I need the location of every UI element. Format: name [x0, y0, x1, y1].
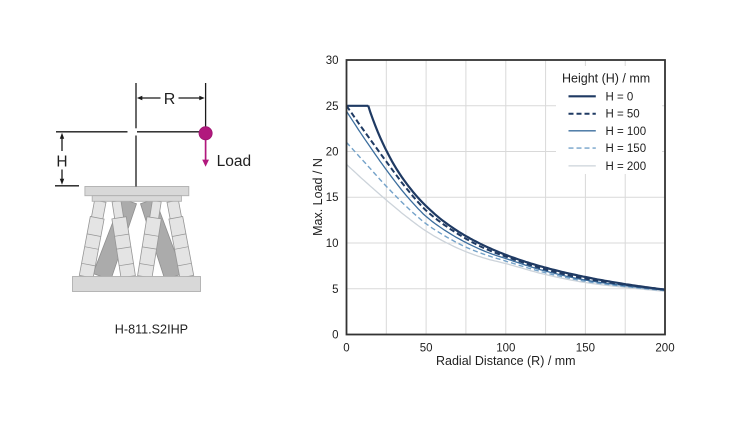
svg-text:10: 10: [326, 238, 339, 250]
svg-text:50: 50: [420, 343, 433, 355]
svg-text:H: H: [56, 153, 67, 170]
svg-text:100: 100: [496, 343, 515, 355]
svg-text:H = 150: H = 150: [606, 143, 647, 155]
svg-text:30: 30: [326, 55, 339, 67]
svg-text:0: 0: [332, 330, 338, 342]
svg-text:Radial Distance (R) / mm: Radial Distance (R) / mm: [436, 354, 576, 368]
svg-text:H = 100: H = 100: [606, 126, 647, 138]
svg-text:R: R: [164, 91, 176, 108]
svg-text:20: 20: [326, 147, 339, 159]
svg-text:150: 150: [576, 343, 595, 355]
svg-text:H = 200: H = 200: [606, 161, 647, 173]
svg-text:Max. Load / N: Max. Load / N: [311, 158, 325, 236]
svg-text:5: 5: [332, 284, 338, 296]
svg-text:Height (H) / mm: Height (H) / mm: [562, 72, 650, 86]
svg-text:H-811.S2IHP: H-811.S2IHP: [115, 323, 188, 337]
svg-text:25: 25: [326, 101, 339, 113]
svg-text:0: 0: [343, 343, 349, 355]
svg-text:Load: Load: [217, 153, 251, 170]
svg-text:H = 0: H = 0: [606, 91, 634, 103]
svg-text:H = 50: H = 50: [606, 109, 640, 121]
svg-text:15: 15: [326, 192, 339, 204]
svg-text:200: 200: [655, 343, 674, 355]
